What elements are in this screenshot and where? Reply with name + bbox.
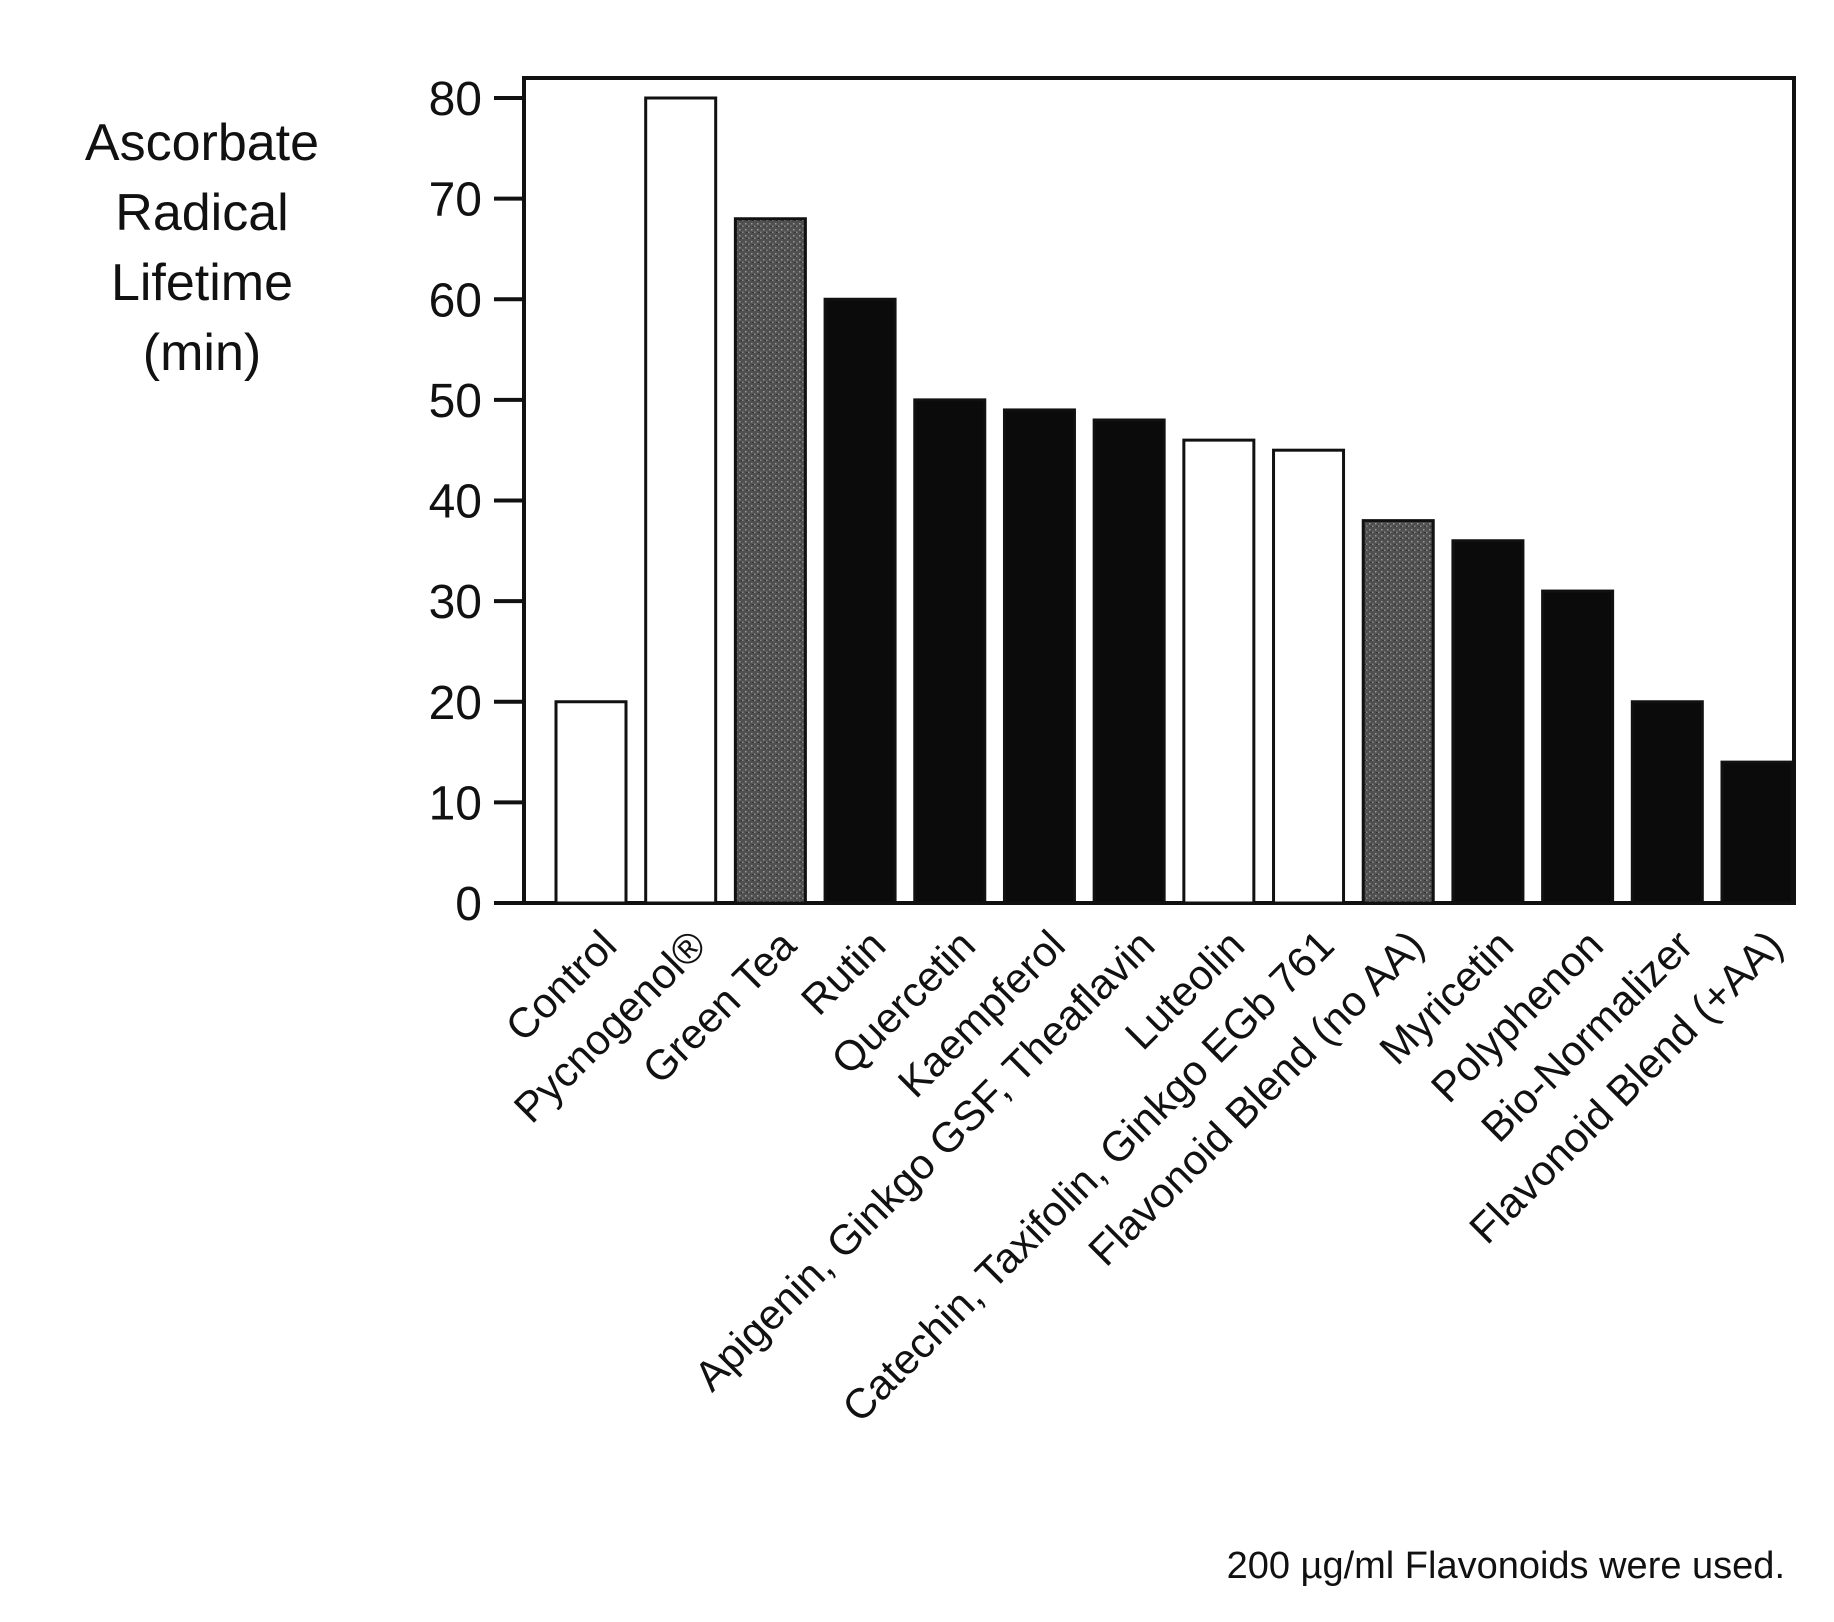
- bar: [1451, 539, 1525, 905]
- footnote: 200 µg/ml Flavonoids were used.: [1227, 1545, 1785, 1587]
- bar: [733, 217, 807, 905]
- y-axis-label-line-1: Ascorbate: [85, 114, 319, 172]
- y-tick-label: 10: [429, 777, 482, 830]
- y-tick-label: 60: [429, 274, 482, 327]
- bars: [554, 96, 1794, 905]
- y-tick-label: 0: [455, 878, 482, 931]
- y-axis-label-line-2: Radical: [115, 184, 288, 242]
- y-tick-label: 40: [429, 476, 482, 529]
- bar: [1720, 760, 1794, 905]
- bar: [1002, 408, 1076, 905]
- y-tick-label: 70: [429, 174, 482, 227]
- bar: [1630, 700, 1704, 905]
- y-tick-label: 80: [429, 73, 482, 126]
- bar: [913, 398, 987, 905]
- bar: [1182, 438, 1256, 905]
- bar: [644, 96, 718, 905]
- y-axis-label-line-4: (min): [143, 324, 261, 382]
- y-axis-ticks: 0 10 20 30 40 50 60 70 80: [429, 73, 524, 931]
- y-tick-label: 30: [429, 576, 482, 629]
- bar: [823, 297, 897, 905]
- bar: [1272, 448, 1346, 905]
- bar: [1541, 589, 1615, 905]
- y-axis-label-line-3: Lifetime: [111, 254, 293, 312]
- y-tick-label: 20: [429, 677, 482, 730]
- bar: [1361, 519, 1435, 905]
- y-tick-label: 50: [429, 375, 482, 428]
- bar: [554, 700, 628, 905]
- bar: [1092, 418, 1166, 905]
